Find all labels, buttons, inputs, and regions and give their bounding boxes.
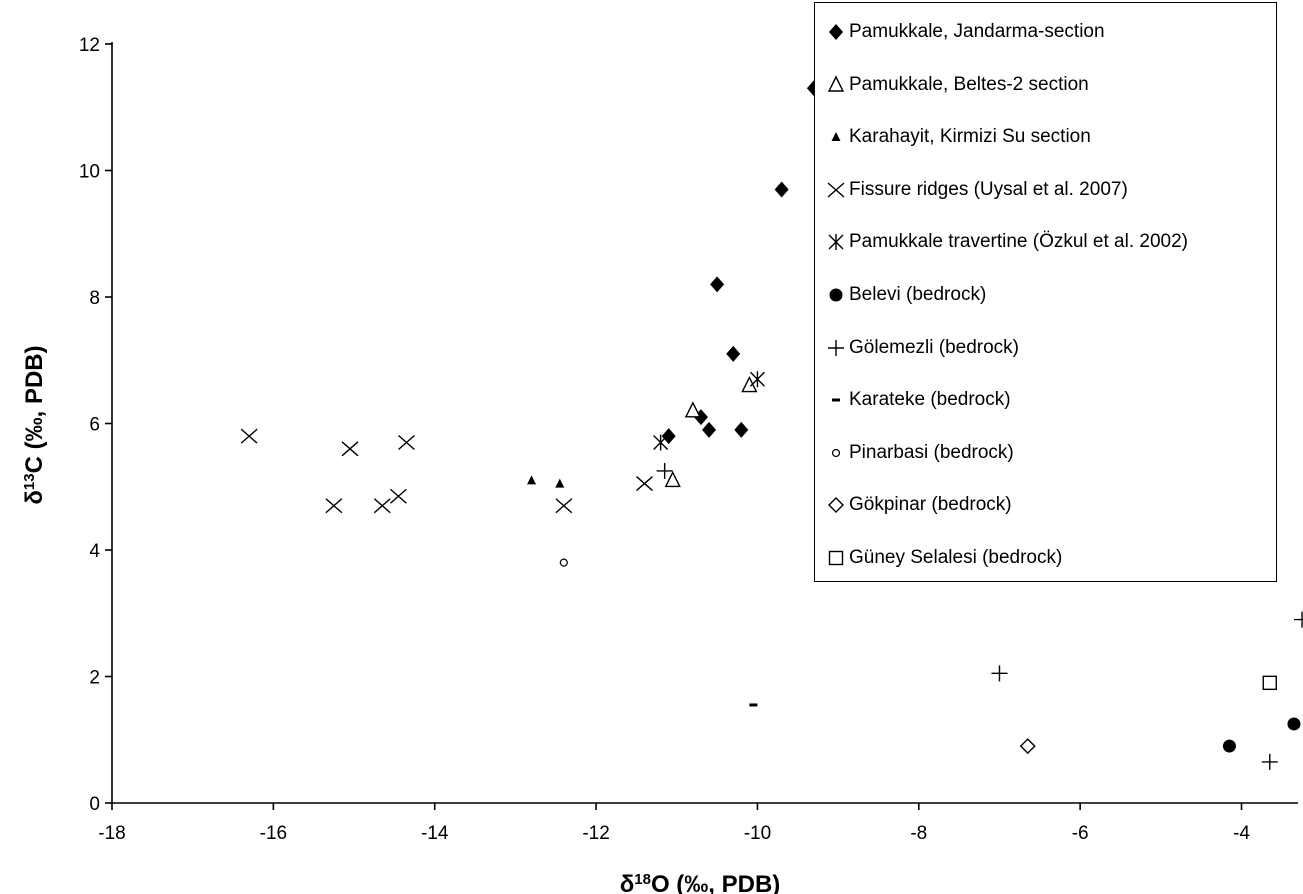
data-point-x [373,498,391,514]
data-point-plus [1294,611,1303,628]
legend-item: Belevi (bedrock) [825,280,986,310]
data-point-circle-filled [1287,717,1301,731]
legend-marker [827,182,845,198]
data-point-triangle-filled [527,475,537,485]
legend-marker-square-open [828,550,844,566]
legend-label: Karahayit, Kirmizi Su section [849,126,1091,148]
legend-marker [831,132,841,142]
legend: Pamukkale, Jandarma-section Pamukkale, Be… [814,2,1277,582]
legend-label: Belevi (bedrock) [849,284,987,305]
data-point-diamond-filled [702,421,717,438]
y-tick-label: 0 [89,794,100,815]
legend-label: Karateke (bedrock) [849,389,1011,411]
data-point-x [636,476,653,492]
legend-marker [829,288,843,302]
data-point-x [389,488,407,504]
legend-marker-diamond-open [828,497,844,514]
legend-marker [828,234,844,251]
data-point-asterisk [653,434,669,451]
legend-marker-asterisk [828,234,844,251]
y-tick-label: 6 [89,415,100,436]
legend-item: Pamukkale, Jandarma-section [825,17,1105,47]
axes [105,42,1298,810]
legend-marker-triangle-open [827,75,845,92]
data-point-diamond-filled [726,345,741,362]
legend-marker [828,497,844,514]
legend-label: Pinarbasi (bedrock) [849,441,1014,463]
x-tick-label: -16 [260,823,287,844]
data-point-diamond-filled [710,276,725,293]
data-point-x [240,428,258,444]
data-point-x [325,498,343,514]
y-tick-label: 10 [79,162,100,183]
legend-label: Gölemezli (bedrock) [849,336,1019,358]
data-point-x [341,441,359,457]
legend-item: Güney Selalesi (bedrock) [825,543,1062,573]
data-point-diamond-filled [734,421,749,438]
legend-label: Pamukkale, Beltes-2 section [849,73,1089,95]
data-point-diamond-filled [661,428,676,445]
data-point-triangle-open [741,375,758,393]
data-point-triangle-open [684,401,702,418]
data-point-plus [656,462,673,479]
data-point-x [398,434,415,451]
legend-marker-dash [832,398,840,402]
data-point-diamond-filled [774,181,789,198]
legend-item: Pamukkale, Beltes-2 section [825,70,1089,100]
legend-label: Gökpinar (bedrock) [849,494,1012,516]
legend-item: Karateke (bedrock) [825,385,1011,415]
legend-marker [827,75,845,92]
legend-label: Fissure ridges (Uysal et al. 2007) [849,178,1128,200]
y-tick-label: 4 [89,541,100,562]
x-tick-label: -14 [421,823,449,844]
legend-label: Pamukkale travertine (Özkul et al. 2002) [849,231,1188,253]
legend-marker [828,550,844,566]
x-tick-label: -18 [98,823,125,844]
data-point-circle-open [559,558,568,567]
legend-marker-diamond-filled [829,24,843,40]
data-point-plus [1261,753,1278,770]
y-tick-label: 8 [89,288,100,309]
x-tick-label: -12 [582,823,609,844]
legend-marker [831,448,841,457]
data-point-square-open [1262,675,1277,691]
legend-marker-circle-filled [829,288,843,302]
legend-marker [829,24,843,40]
data-point-asterisk [749,371,765,388]
data-point-dash [749,703,758,707]
legend-label: Pamukkale, Jandarma-section [849,21,1105,42]
data-point-x [555,498,573,514]
legend-label: Güney Selalesi (bedrock) [849,547,1063,568]
x-axis-title: δ18O (‰, PDB) [620,871,781,894]
x-tick-label: -4 [1233,823,1250,844]
legend-item: Fissure ridges (Uysal et al. 2007) [825,175,1128,205]
legend-item: Pinarbasi (bedrock) [825,438,1014,468]
data-point-plus [991,665,1008,682]
legend-marker-plus [828,339,844,356]
y-tick-label: 2 [89,668,100,689]
legend-marker [832,398,840,402]
legend-item: Gökpinar (bedrock) [825,490,1012,520]
x-tick-label: -10 [744,823,771,844]
x-tick-label: -6 [1072,823,1089,844]
tick-labels: -18 -16 -14 -12 -10 -8 -6 -4 0 2 4 6 8 10 12 [79,35,1251,844]
y-tick-label: 12 [79,35,100,56]
data-point-triangle-open [664,470,681,488]
y-axis-title: δ13C (‰, PDB) [21,345,49,504]
data-point-triangle-filled [555,478,565,488]
legend-item: Karahayit, Kirmizi Su section [825,122,1091,152]
x-tick-label: -8 [910,823,927,844]
data-point-circle-filled [1222,739,1236,753]
legend-item: Gölemezli (bedrock) [825,333,1019,363]
data-point-diamond-open [1019,738,1036,755]
legend-item: Pamukkale travertine (Özkul et al. 2002) [825,227,1188,257]
legend-marker-x [827,182,845,198]
legend-marker [828,339,844,356]
legend-marker-triangle-filled [831,132,841,142]
legend-marker-circle-open [831,448,841,457]
